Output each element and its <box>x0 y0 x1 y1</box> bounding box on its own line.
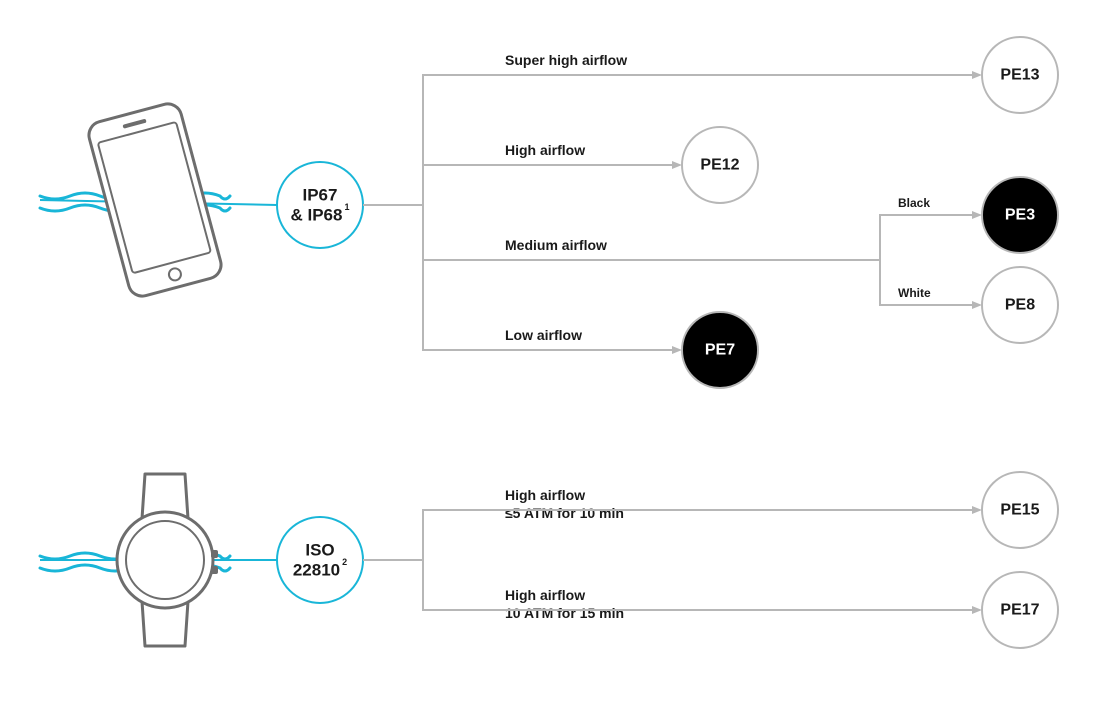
connector <box>880 260 890 305</box>
connector <box>423 205 500 350</box>
phone-icon <box>86 101 224 299</box>
root-sup-ip: 1 <box>344 202 349 212</box>
connector <box>880 215 890 260</box>
node-label-pe15: PE15 <box>1000 502 1039 519</box>
node-label-pe12: PE12 <box>700 157 739 174</box>
root-label-iso: 228102 <box>293 557 347 580</box>
node-label-pe13: PE13 <box>1000 67 1039 84</box>
root-sup-iso: 2 <box>342 557 347 567</box>
root-label-ip: IP67 <box>303 186 338 205</box>
arrowhead-icon <box>972 71 982 79</box>
connector <box>423 205 500 260</box>
branch-label: White <box>898 286 931 300</box>
branch-label: Super high airflow <box>505 52 627 68</box>
branch-label: High airflow <box>505 587 585 603</box>
branch-label: Medium airflow <box>505 237 607 253</box>
connector <box>423 510 500 560</box>
arrowhead-icon <box>972 606 982 614</box>
branch-label: Low airflow <box>505 327 582 343</box>
branch-sublabel: ≤5 ATM for 10 min <box>505 505 624 521</box>
node-label-pe17: PE17 <box>1000 602 1039 619</box>
flow-diagram: IP67& IP681 ISO228102 Super high airflow Hi… <box>0 0 1100 720</box>
arrowhead-icon <box>672 161 682 169</box>
arrowhead-icon <box>972 211 982 219</box>
arrowhead-icon <box>972 506 982 514</box>
arrowhead-icon <box>972 301 982 309</box>
root-label-ip: & IP681 <box>291 202 350 225</box>
connector <box>423 560 500 610</box>
node-label-pe8: PE8 <box>1005 297 1035 314</box>
branch-sublabel: 10 ATM for 15 min <box>505 605 624 621</box>
node-label-pe3: PE3 <box>1005 207 1035 224</box>
root-label-iso: ISO <box>305 541 334 560</box>
node-label-pe7: PE7 <box>705 342 735 359</box>
connector <box>423 75 500 205</box>
branch-label: High airflow <box>505 142 585 158</box>
watch-icon <box>117 474 218 646</box>
branch-label: High airflow <box>505 487 585 503</box>
branch-label: Black <box>898 196 930 210</box>
connector <box>423 165 500 205</box>
arrowhead-icon <box>672 346 682 354</box>
